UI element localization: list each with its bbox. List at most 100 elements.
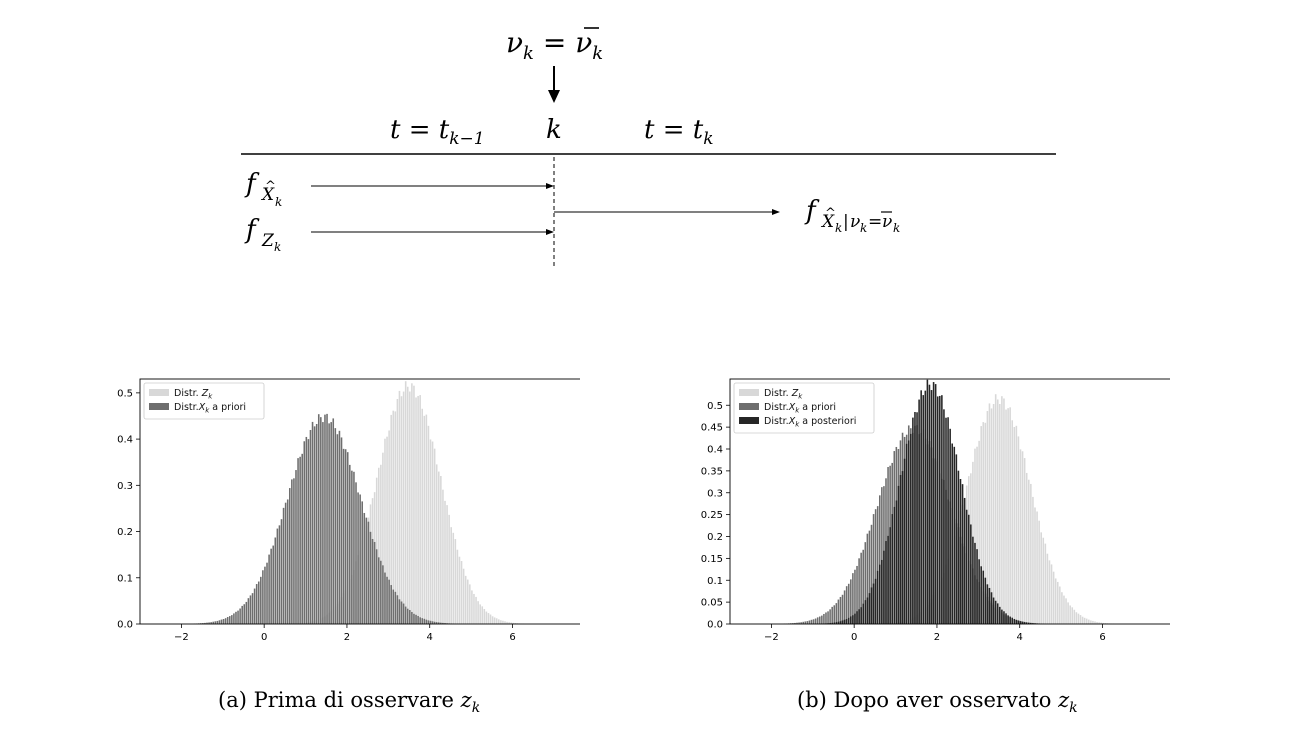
histogram-bar [475, 596, 477, 624]
series-1-bars [883, 394, 1115, 624]
histogram-bar [479, 604, 481, 624]
histogram-bar [1061, 592, 1063, 624]
histogram-bar [1001, 396, 1003, 624]
histogram-bar [208, 622, 210, 624]
histogram-bar [945, 417, 947, 624]
histogram-bar [881, 487, 883, 624]
histogram-bar [1015, 425, 1018, 624]
histogram-bar [982, 570, 985, 624]
histogram-bar [926, 379, 929, 624]
histogram-bar [384, 572, 386, 624]
histogram-bar [1025, 472, 1028, 624]
histogram-bar [435, 464, 438, 624]
prior-state-arrow [311, 183, 554, 189]
histogram-bar [862, 603, 865, 624]
histogram-bar [876, 570, 879, 624]
histogram-bar [311, 421, 314, 624]
histogram-bar [994, 394, 997, 624]
histogram-bar [235, 611, 237, 624]
histogram-bar [293, 478, 295, 624]
y-tick-label: 0.05 [701, 598, 723, 609]
histogram-bar [806, 621, 809, 624]
histogram-bar [448, 514, 450, 624]
histogram-bar [872, 583, 875, 624]
histogram-bar [253, 588, 256, 624]
histogram-bar [384, 438, 386, 624]
histogram-bar [970, 524, 972, 624]
svg-text:k: k [860, 221, 867, 235]
histogram-bar [429, 439, 432, 624]
histogram-bar [1034, 507, 1036, 624]
histogram-bar [829, 609, 831, 624]
svg-text:t = tk−1: t = tk−1 [390, 115, 485, 149]
histogram-bar [976, 549, 978, 624]
legend-label: Distr.Xk a priori [174, 402, 246, 415]
histogram-bar [386, 576, 388, 624]
y-tick-label: 0.3 [117, 481, 133, 492]
histogram-bar [202, 623, 204, 624]
histogram-bar [812, 619, 815, 624]
histogram-bar [425, 414, 428, 624]
histogram-bar [994, 600, 997, 624]
histogram-bar [322, 422, 324, 624]
histogram-bar [1073, 609, 1076, 624]
histogram-bar [953, 446, 956, 624]
svg-text:=: = [868, 212, 882, 232]
histogram-bar [1044, 543, 1047, 624]
histogram-bar [1067, 602, 1069, 624]
histogram-bar [421, 618, 424, 624]
histogram-bar [978, 440, 980, 624]
histogram-bar [874, 578, 877, 624]
histogram-bar [386, 436, 388, 624]
histogram-bar [1052, 571, 1055, 624]
histogram-bar [1050, 564, 1053, 624]
histogram-bar [934, 384, 937, 624]
histogram-bar [879, 495, 881, 624]
histogram-bar [409, 610, 411, 624]
histogram-bar [427, 620, 430, 624]
histogram-bar [912, 417, 914, 624]
histogram-bar [419, 395, 421, 624]
histogram-bar [1023, 622, 1026, 624]
histogram-bar [974, 448, 976, 624]
histogram-bar [446, 505, 448, 624]
histogram-bar [895, 500, 898, 624]
plot-frame [729, 378, 1170, 625]
histogram-bar [854, 569, 856, 624]
histogram-bar [425, 619, 428, 624]
histogram-bar [351, 470, 353, 624]
svg-text:νk = νk: νk = νk [506, 26, 603, 64]
y-tick-label: 0.5 [117, 388, 133, 399]
histogram-bar [326, 413, 328, 624]
x-tick-label: 4 [1017, 632, 1023, 643]
svg-text:k: k [835, 221, 842, 235]
histogram-bar [210, 622, 212, 624]
histogram-bar [1083, 617, 1086, 624]
histogram-bar [1007, 615, 1009, 624]
histogram-bar [1090, 620, 1092, 624]
histogram-bar [1088, 619, 1090, 624]
histogram-bar [1075, 612, 1078, 624]
histogram-bar [231, 615, 233, 624]
legend-label: Distr. Zk [764, 388, 803, 401]
histogram-bar [390, 585, 392, 624]
histogram-bar [980, 426, 982, 624]
histogram-bar [965, 509, 968, 624]
histogram-chart-b: −2 0 2 4 6 0.0 0.05 0.1 0.15 0.2 0.25 0.3 0.35 0.4 0.4… [701, 378, 1170, 643]
histogram-bar [858, 609, 860, 624]
histogram-bar [328, 423, 330, 624]
histogram-bar [1028, 479, 1030, 624]
histogram-bar [216, 620, 219, 624]
histogram-bar [833, 605, 836, 624]
x-tick-label: −2 [174, 632, 189, 643]
y-tick-label: 0.45 [701, 423, 723, 434]
histogram-bar [305, 436, 308, 624]
histogram-bar [814, 618, 817, 624]
histogram-bar [903, 458, 906, 624]
svg-text:t = tk: t = tk [644, 115, 714, 149]
histogram-bar [402, 603, 405, 624]
histogram-bar [835, 603, 838, 624]
histogram-bar [889, 527, 891, 624]
histogram-bar [239, 608, 241, 624]
